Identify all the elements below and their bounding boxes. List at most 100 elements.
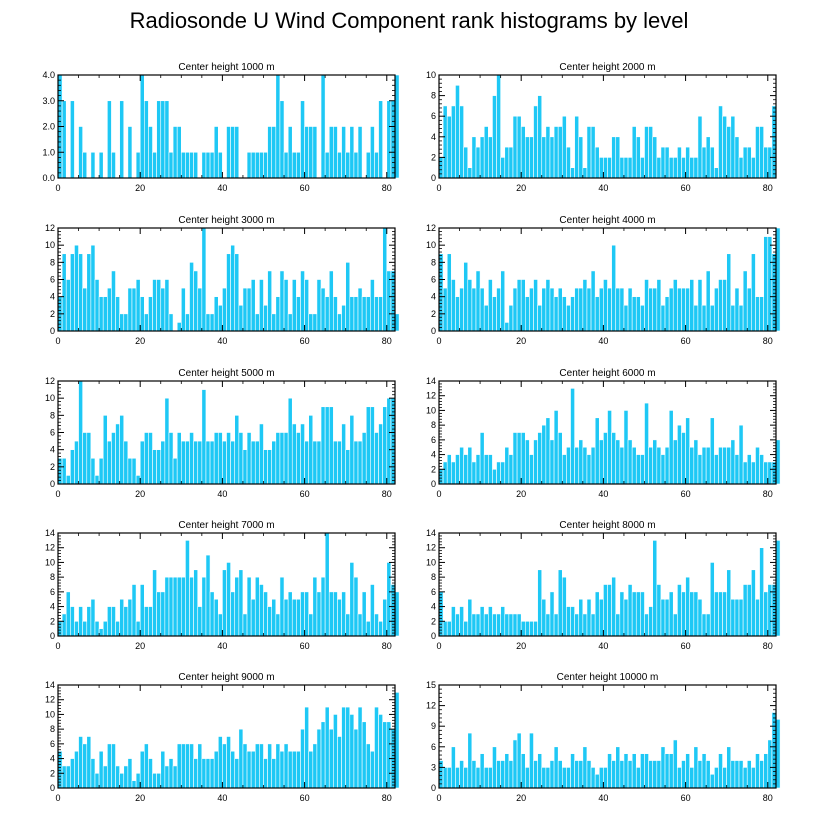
histogram-bar: [488, 767, 493, 789]
histogram-bar: [139, 750, 145, 789]
histogram-bar: [312, 313, 318, 332]
histogram-bar: [763, 461, 769, 485]
histogram-bar: [775, 540, 781, 637]
histogram-bar: [115, 423, 120, 485]
histogram-bar: [648, 446, 654, 485]
histogram-bar: [365, 743, 371, 789]
histogram-bar: [341, 423, 346, 485]
histogram-bar: [337, 598, 342, 637]
histogram-bar: [164, 279, 170, 332]
histogram-bar: [197, 440, 203, 485]
y-tick-label: 2.0: [42, 122, 55, 132]
y-tick-label: 3.0: [42, 96, 55, 106]
histogram-bar: [267, 126, 273, 179]
histogram-bar: [471, 613, 477, 637]
histogram-bar: [537, 432, 543, 485]
histogram-bar: [135, 475, 141, 485]
histogram-bar: [722, 591, 727, 637]
histogram-bar: [619, 287, 625, 332]
histogram-panel-9: Center height 9000 m 0 20 40 60 80 0 2 4 6 8 10 12 14: [45, 672, 400, 803]
histogram-bar: [353, 440, 359, 485]
histogram-bar: [308, 415, 314, 485]
histogram-bar: [98, 151, 104, 179]
y-tick-label: 12: [45, 695, 55, 705]
histogram-bar: [582, 446, 588, 485]
histogram-bar: [189, 151, 194, 179]
histogram-bar: [446, 767, 452, 789]
histogram-bar: [144, 313, 149, 332]
histogram-bar: [111, 432, 116, 485]
x-tick-label: 60: [300, 336, 310, 346]
histogram-bar: [607, 753, 612, 789]
y-tick-label: 6: [50, 739, 55, 749]
histogram-bar: [615, 439, 621, 485]
histogram-bar: [475, 270, 481, 332]
histogram-bar: [70, 253, 75, 332]
histogram-bar: [209, 151, 215, 179]
histogram-bar: [337, 736, 342, 789]
histogram-bar: [607, 410, 612, 485]
histogram-bar: [656, 584, 662, 637]
x-tick-label: 20: [516, 793, 526, 803]
histogram-bar: [189, 432, 194, 485]
histogram-bar: [730, 598, 736, 637]
histogram-bar: [566, 606, 571, 637]
histogram-bar: [635, 296, 641, 332]
histogram-bar: [623, 410, 629, 485]
histogram-bar: [734, 287, 740, 332]
histogram-bar: [742, 270, 748, 332]
histogram-bar: [603, 584, 608, 637]
histogram-bar: [603, 432, 608, 485]
histogram-bar: [328, 406, 334, 485]
histogram-bar: [226, 736, 231, 789]
histogram-bar: [652, 760, 658, 789]
histogram-bar: [483, 304, 489, 332]
histogram-bar: [574, 760, 580, 789]
histogram-bar: [631, 446, 637, 485]
histogram-bar: [541, 136, 547, 179]
histogram-bar: [693, 439, 699, 485]
histogram-bar: [742, 767, 748, 789]
histogram-bar: [607, 157, 612, 179]
histogram-bar: [176, 322, 182, 332]
x-tick-label: 20: [135, 489, 145, 499]
histogram-bar: [672, 739, 678, 789]
histogram-bar: [378, 620, 383, 637]
histogram-bar: [446, 620, 452, 637]
panel-title: Center height 1000 m: [178, 62, 274, 73]
histogram-bar: [644, 279, 649, 332]
histogram-bar: [693, 746, 699, 789]
histogram-bar: [382, 598, 388, 637]
y-tick-label: 8: [50, 410, 55, 420]
histogram-bar: [751, 157, 756, 179]
histogram-bar: [74, 620, 79, 637]
histogram-bar: [213, 432, 219, 485]
histogram-bar: [333, 296, 338, 332]
histogram-bar: [755, 126, 760, 179]
histogram-bar: [119, 100, 125, 179]
y-tick-label: 2: [431, 152, 436, 162]
histogram-bar: [164, 397, 170, 485]
histogram-bar: [144, 743, 149, 789]
histogram-bar: [705, 760, 711, 789]
histogram-bar: [222, 743, 227, 789]
x-tick-label: 60: [681, 336, 691, 346]
histogram-bar: [516, 115, 522, 179]
histogram-bar: [312, 440, 318, 485]
histogram-bar: [324, 706, 330, 789]
histogram-bar: [603, 279, 608, 332]
x-tick-label: 20: [516, 489, 526, 499]
histogram-bar: [697, 279, 703, 332]
histogram-bar: [775, 227, 781, 332]
y-tick-label: 6: [50, 275, 55, 285]
histogram-bar: [701, 446, 707, 485]
histogram-bar: [254, 743, 260, 789]
histogram-bar: [263, 591, 268, 637]
histogram-bar: [726, 746, 732, 789]
histogram-bar: [70, 449, 75, 485]
y-tick-label: 0: [431, 631, 436, 641]
histogram-bar: [123, 313, 129, 332]
histogram-bar: [738, 760, 744, 789]
histogram-bar: [541, 287, 547, 332]
histogram-bar: [279, 270, 285, 332]
